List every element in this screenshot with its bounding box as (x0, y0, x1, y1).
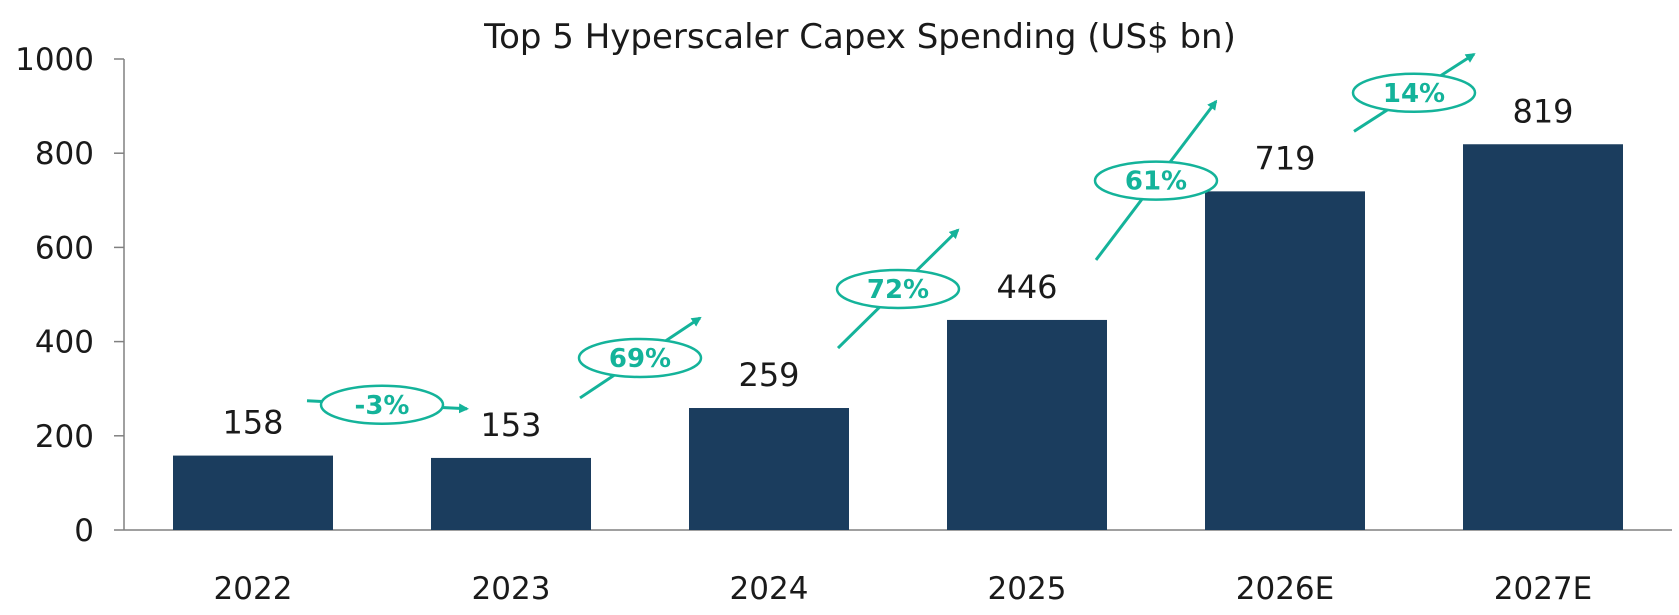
x-tick-label: 2022 (214, 571, 293, 607)
growth-annotations: -3% 69% 72% 61% 14% (306, 52, 1477, 426)
growth-label: 14% (1383, 79, 1445, 109)
bar-value-label: 719 (1254, 139, 1315, 177)
growth-annotation: 69% (577, 316, 703, 400)
data-labels: 158 153 259 446 719 819 (222, 92, 1573, 444)
growth-annotation: 14% (1351, 52, 1477, 133)
growth-ellipse (577, 337, 703, 379)
bar (431, 457, 591, 530)
x-axis: 2022 2023 2024 2025 2026E 2027E (124, 529, 1672, 607)
x-tick-label: 2027E (1494, 571, 1592, 607)
y-tick-label: 200 (35, 419, 94, 455)
x-tick-label: 2024 (730, 571, 809, 607)
bar-value-label: 819 (1512, 92, 1573, 130)
growth-annotation: 72% (835, 228, 961, 350)
y-tick-label: 600 (35, 230, 94, 266)
bar (1205, 191, 1365, 530)
growth-ellipse (1351, 72, 1477, 114)
growth-ellipse (319, 384, 445, 426)
bar-value-label: 153 (480, 406, 541, 444)
bar (947, 319, 1107, 530)
bar (689, 408, 849, 530)
chart-title: Top 5 Hyperscaler Capex Spending (US$ bn… (483, 17, 1236, 57)
growth-label: 61% (1125, 167, 1187, 197)
y-tick-label: 800 (35, 136, 94, 172)
bar (173, 455, 333, 530)
y-tick-label: 400 (35, 325, 94, 361)
bars (173, 144, 1623, 530)
growth-label: -3% (355, 391, 410, 421)
growth-ellipse (1093, 160, 1219, 201)
growth-ellipse (835, 268, 961, 310)
y-tick-label: 0 (74, 513, 94, 549)
y-tick-label: 1000 (15, 42, 94, 78)
bar-value-label: 259 (738, 356, 799, 394)
growth-annotation: -3% (306, 384, 469, 426)
x-tick-label: 2025 (988, 571, 1067, 607)
growth-label: 72% (867, 275, 929, 305)
growth-label: 69% (609, 344, 671, 374)
x-tick-label: 2026E (1236, 571, 1334, 607)
bar-value-label: 446 (996, 268, 1057, 306)
growth-annotation: 61% (1093, 99, 1219, 261)
y-axis: 0 200 400 600 800 1000 (15, 42, 125, 549)
x-tick-label: 2023 (472, 571, 551, 607)
bar-value-label: 158 (222, 404, 283, 442)
bar (1463, 144, 1623, 530)
